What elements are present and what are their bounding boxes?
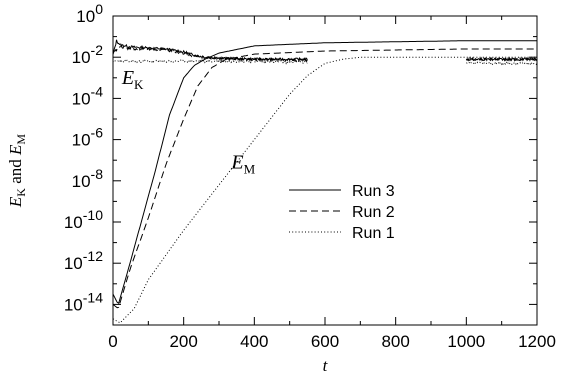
plot-border [112, 15, 538, 326]
y-axis-label: EK and EM [6, 134, 28, 209]
x-tick-label: 1000 [447, 332, 485, 351]
annotation-label: EM [230, 151, 255, 176]
legend: Run 3 Run 2 Run 1 [289, 183, 395, 242]
y-tick-label: 10-8 [72, 166, 104, 191]
series-layer [112, 39, 538, 324]
x-tick-label: 0 [108, 332, 117, 351]
x-tick-label: 1200 [518, 332, 556, 351]
annotation-label: EK [121, 67, 144, 92]
y-tick-label: 10-6 [72, 125, 104, 150]
y-tick-label: 10-4 [72, 83, 104, 108]
x-axis-label: t [323, 356, 329, 374]
legend-label-2: Run 2 [352, 204, 395, 221]
x-tick-label: 400 [240, 332, 268, 351]
x-tick-label: 800 [381, 332, 409, 351]
legend-label-1: Run 3 [352, 183, 395, 200]
ticks-layer: 0 200 400 600 800 1000 1200 100 10-2 10-4 10-6 10-8… [64, 1, 556, 351]
y-tick-label: 10-14 [64, 289, 103, 314]
axis-labels: t EK and EM [6, 134, 329, 374]
series-line-kinetic-late-3 [466, 60, 538, 66]
y-tick-label: 10-12 [64, 248, 103, 273]
series-line-kinetic-2 [112, 45, 308, 63]
y-tick-label: 10-2 [72, 42, 104, 67]
y-tick-label: 100 [76, 1, 103, 26]
series-line-magnetic-1 [112, 40, 537, 304]
series-line-magnetic-2 [112, 48, 537, 309]
legend-label-3: Run 1 [352, 225, 395, 242]
annotations-layer: EK EM [121, 67, 256, 176]
y-tick-label: 10-10 [64, 207, 103, 232]
series-line-kinetic-late-1 [466, 56, 538, 62]
x-tick-label: 600 [311, 332, 339, 351]
series-line-kinetic-1 [112, 39, 308, 63]
plot-frame [112, 15, 538, 326]
x-tick-label: 200 [169, 332, 197, 351]
